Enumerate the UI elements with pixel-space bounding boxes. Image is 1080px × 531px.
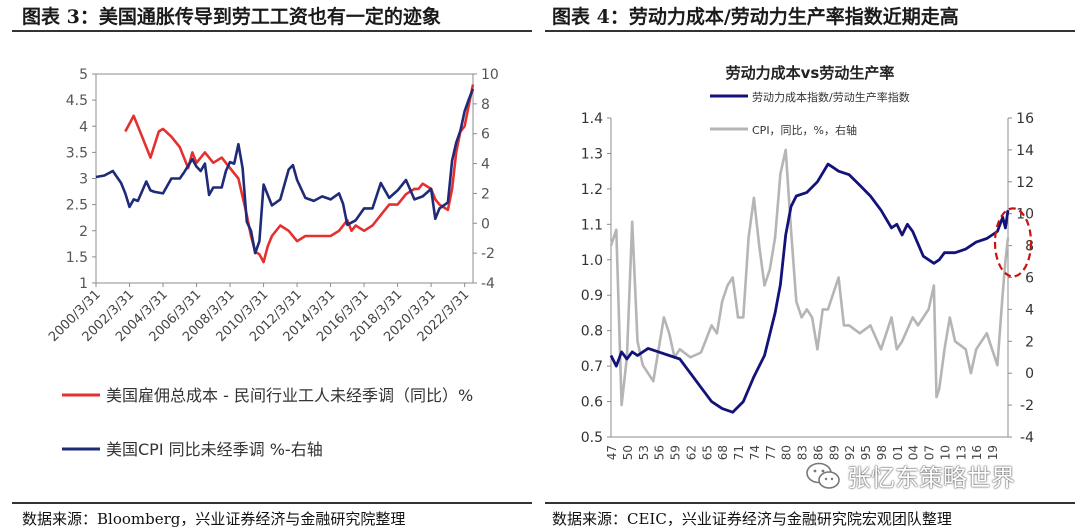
right-y-tick-label: 2 bbox=[481, 186, 490, 202]
x-tick-label: 71 bbox=[732, 445, 746, 460]
x-tick-label: 80 bbox=[780, 445, 794, 460]
x-tick-label: 47 bbox=[605, 445, 619, 460]
left-y-tick-label: 1.3 bbox=[581, 146, 603, 162]
right-y-tick-label: 8 bbox=[481, 97, 490, 113]
watermark: 张忆东策略世界 bbox=[805, 458, 1015, 493]
left-y-tick-label: 4.5 bbox=[66, 93, 88, 109]
x-tick-label: 59 bbox=[669, 445, 683, 460]
left-y-tick-label: 3 bbox=[79, 172, 88, 188]
right-y-tick-label: 6 bbox=[1025, 271, 1034, 287]
right-y-tick-label: -2 bbox=[1020, 398, 1034, 414]
x-tick-label: 10 bbox=[938, 445, 952, 460]
left-y-tick-label: 4 bbox=[79, 119, 88, 135]
x-tick-label: 92 bbox=[843, 445, 857, 460]
right-y-tick-label: 10 bbox=[1016, 207, 1034, 223]
left-y-tick-label: 5 bbox=[79, 67, 88, 83]
left-y-tick-label: 2 bbox=[79, 224, 88, 240]
left-y-tick-label: 0.7 bbox=[581, 359, 603, 375]
right-y-tick-label: 10 bbox=[481, 67, 499, 83]
series-line-cpi bbox=[95, 88, 475, 255]
left-title-rule bbox=[12, 30, 532, 32]
x-tick-label: 83 bbox=[796, 445, 810, 460]
left-y-tick-label: 1.5 bbox=[66, 250, 88, 266]
left-source-rule bbox=[12, 502, 532, 504]
x-tick-label: 89 bbox=[827, 445, 841, 460]
right-y-tick-label: 8 bbox=[1025, 239, 1034, 255]
x-tick-label: 98 bbox=[875, 445, 889, 460]
right-y-tick-label: 4 bbox=[1025, 302, 1034, 318]
left-y-tick-label: 1.0 bbox=[581, 253, 603, 269]
right-y-tick-label: 16 bbox=[1016, 111, 1034, 127]
left-y-tick-label: 0.8 bbox=[581, 324, 603, 340]
series-line-compensation bbox=[124, 84, 475, 264]
left-y-tick-label: 1.2 bbox=[581, 182, 603, 198]
x-tick-label: 86 bbox=[811, 445, 825, 460]
x-tick-label: 16 bbox=[970, 445, 984, 460]
left-y-tick-label: 1.1 bbox=[581, 217, 603, 233]
right-y-tick-label: 12 bbox=[1016, 175, 1034, 191]
legend-label-compensation: 美国雇佣总成本 - 民间行业工人未经季调（同比）% bbox=[106, 386, 473, 405]
x-tick-label: 50 bbox=[621, 445, 635, 460]
left-source-note: 数据来源：Bloomberg，兴业证券经济与金融研究院整理 bbox=[22, 510, 406, 528]
legend-label-cpi: 美国CPI 同比未经季调 %-右轴 bbox=[106, 440, 323, 459]
legend-label-line: 美国雇佣总成本 - 民间行业工人未经季调（同比）% bbox=[106, 386, 473, 405]
right-y-tick-label: 6 bbox=[481, 127, 490, 143]
x-tick-label: 74 bbox=[748, 445, 762, 460]
right-chart: 劳动力成本vs劳动生产率 0.5 0.6 0.7 0.8 0.9 1.0 1.1 1.2 1.3 1… bbox=[581, 64, 1034, 460]
x-tick-label: 19 bbox=[986, 445, 1000, 460]
legend: 美国雇佣总成本 - 民间行业工人未经季调（同比）% 美国CPI 同比未经季调 %-… bbox=[62, 386, 473, 459]
x-tick-label: 62 bbox=[684, 445, 698, 460]
watermark-text: 张忆东策略世界 bbox=[847, 464, 1015, 492]
x-tick-label: 04 bbox=[907, 445, 921, 460]
wechat-icon bbox=[806, 462, 840, 489]
right-y-tick-label: 0 bbox=[481, 216, 490, 232]
x-tick-label: 56 bbox=[653, 445, 667, 460]
legend-label-cpi: CPI，同比，%，右轴 bbox=[752, 123, 857, 137]
left-y-tick-label: 0.5 bbox=[581, 430, 603, 446]
plot-frame bbox=[95, 73, 474, 284]
x-tick-label: 01 bbox=[891, 445, 905, 460]
series-line-cpi bbox=[609, 148, 1010, 407]
right-y-tick-label: 0 bbox=[1025, 366, 1034, 382]
right-y-tick-label: 14 bbox=[1016, 143, 1034, 159]
left-y-tick-label: 2.5 bbox=[66, 198, 88, 214]
left-y-tick-label: 1.4 bbox=[581, 111, 603, 127]
left-y-tick-label: 1 bbox=[79, 276, 88, 292]
x-tick-label: 95 bbox=[859, 445, 873, 460]
x-tick-label: 53 bbox=[637, 445, 651, 460]
legend-label-cost-productivity: 劳动力成本指数/劳动生产率指数 bbox=[752, 90, 910, 104]
left-y-tick-label: 0.6 bbox=[581, 395, 603, 411]
annotation-ellipse bbox=[993, 207, 1033, 278]
x-tick-label: 68 bbox=[716, 445, 730, 460]
x-tick-label: 77 bbox=[764, 445, 778, 460]
x-tick-label: 07 bbox=[923, 445, 937, 460]
left-chart: 11.522.533.544.55-4-202468102000/3/31200… bbox=[46, 67, 499, 459]
left-y-tick-label: 0.9 bbox=[581, 288, 603, 304]
right-chart-title: 图表 4：劳动力成本/劳动力生产率指数近期走高 bbox=[552, 6, 959, 28]
right-y-tick-label: 2 bbox=[1025, 334, 1034, 350]
right-title-rule bbox=[545, 30, 1075, 32]
right-y-tick-label: -4 bbox=[481, 276, 495, 292]
x-tick-label: 13 bbox=[954, 445, 968, 460]
right-source-note: 数据来源：CEIC，兴业证券经济与金融研究院宏观团队整理 bbox=[552, 510, 952, 528]
right-source-rule bbox=[545, 502, 1075, 504]
chart-title: 劳动力成本vs劳动生产率 bbox=[726, 64, 895, 82]
right-y-tick-label: -4 bbox=[1020, 430, 1034, 446]
left-chart-title: 图表 3：美国通胀传导到劳工工资也有一定的迹象 bbox=[22, 6, 441, 28]
x-tick-label: 65 bbox=[700, 445, 714, 460]
left-y-tick-label: 3.5 bbox=[66, 145, 88, 161]
right-y-tick-label: 4 bbox=[481, 157, 490, 173]
right-y-tick-label: -2 bbox=[481, 246, 495, 262]
series-line-cost-productivity bbox=[609, 162, 1010, 414]
